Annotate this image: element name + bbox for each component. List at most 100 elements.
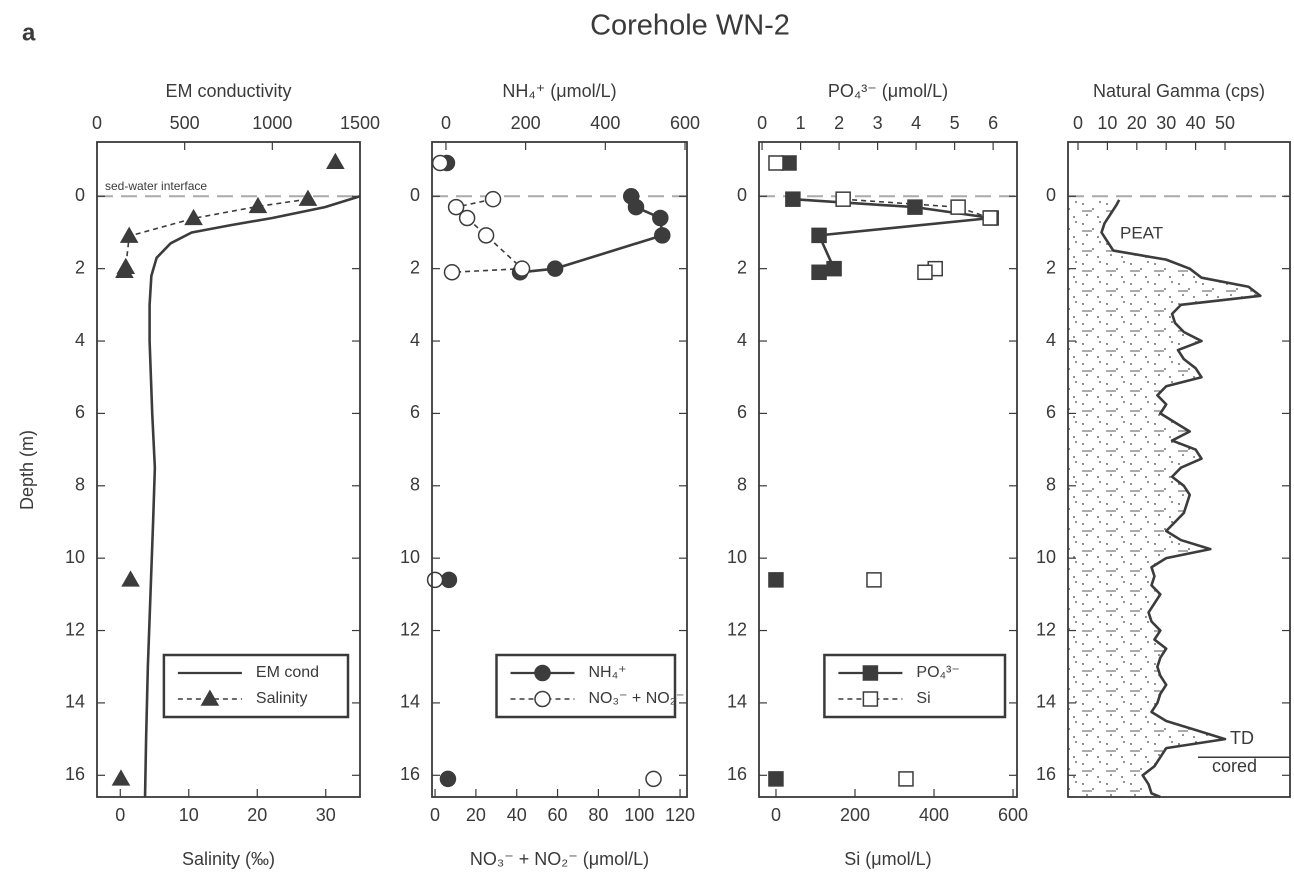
y-tick-label: 8 bbox=[75, 475, 85, 495]
marker bbox=[652, 209, 669, 227]
marker bbox=[184, 208, 203, 226]
x-axis-label: EM conductivity bbox=[165, 81, 291, 101]
x-tick-label: 0 bbox=[1073, 113, 1083, 133]
x2-tick-label: 200 bbox=[840, 805, 870, 825]
legend-label: PO₄³⁻ bbox=[916, 664, 959, 681]
marker bbox=[898, 771, 914, 787]
marker bbox=[627, 198, 645, 216]
marker bbox=[811, 264, 827, 281]
x-tick-label: 20 bbox=[1127, 113, 1147, 133]
marker bbox=[645, 770, 662, 788]
marker bbox=[458, 209, 476, 227]
y-tick-label: 0 bbox=[75, 185, 85, 205]
profile-line bbox=[1100, 199, 1262, 799]
plot-frame bbox=[96, 141, 361, 798]
x-tick-label: 200 bbox=[511, 113, 541, 133]
y-tick-label: 2 bbox=[410, 257, 420, 277]
y-tick-label: 12 bbox=[727, 619, 747, 639]
legend-marker bbox=[862, 665, 879, 681]
y-tick-label: 14 bbox=[65, 692, 85, 712]
legend-box bbox=[495, 653, 677, 719]
marker bbox=[811, 227, 827, 244]
x2-tick-label: 10 bbox=[179, 805, 199, 825]
y-tick-label: 2 bbox=[75, 257, 85, 277]
marker bbox=[785, 191, 801, 207]
x-tick-label: 4 bbox=[911, 113, 921, 133]
y-tick-label: 8 bbox=[1046, 475, 1056, 495]
y-tick-label: 8 bbox=[737, 475, 747, 495]
y-tick-label: 16 bbox=[400, 764, 420, 784]
y-tick-label: 6 bbox=[1046, 402, 1056, 422]
x-tick-label: 1000 bbox=[252, 113, 292, 133]
annotation: cored bbox=[1212, 756, 1257, 776]
x2-tick-label: 600 bbox=[998, 805, 1028, 825]
marker bbox=[440, 571, 458, 589]
y-tick-label: 4 bbox=[1046, 330, 1056, 350]
x-tick-label: 10 bbox=[1097, 113, 1117, 133]
x-axis-label: PO₄³⁻ (μmol/L) bbox=[828, 81, 948, 101]
x-tick-label: 500 bbox=[170, 113, 200, 133]
y-tick-label: 0 bbox=[1046, 185, 1056, 205]
legend-label: NH₄⁺ bbox=[589, 664, 627, 681]
y-tick-label: 6 bbox=[75, 402, 85, 422]
marker bbox=[326, 152, 345, 170]
legend-label: Si bbox=[916, 690, 930, 707]
x-axis-label: NH₄⁺ (μmol/L) bbox=[502, 81, 616, 101]
x2-tick-label: 100 bbox=[624, 805, 654, 825]
marker bbox=[121, 570, 140, 587]
y-tick-label: 10 bbox=[727, 547, 747, 567]
y-tick-label: 4 bbox=[737, 330, 747, 350]
marker bbox=[781, 155, 797, 171]
x2-axis-label: Salinity (‰) bbox=[182, 849, 275, 869]
x-tick-label: 3 bbox=[873, 113, 883, 133]
figure-title: Corehole WN-2 bbox=[590, 10, 790, 42]
x2-axis-label: NO₃⁻ + NO₂⁻ (μmol/L) bbox=[470, 849, 649, 869]
y-tick-label: 16 bbox=[727, 764, 747, 784]
x-tick-label: 0 bbox=[92, 113, 102, 133]
annotation: PEAT bbox=[1120, 223, 1163, 242]
y-tick-label: 10 bbox=[65, 547, 85, 567]
x2-tick-label: 20 bbox=[466, 805, 486, 825]
marker bbox=[907, 199, 923, 215]
x2-tick-label: 40 bbox=[507, 805, 527, 825]
legend-label: EM cond bbox=[256, 664, 319, 681]
x2-tick-label: 30 bbox=[316, 805, 336, 825]
marker bbox=[447, 198, 465, 216]
legend-marker bbox=[534, 664, 551, 682]
annotation: sed-water interface bbox=[105, 179, 207, 193]
x-tick-label: 600 bbox=[670, 113, 700, 133]
y-tick-label: 12 bbox=[1036, 619, 1056, 639]
x2-tick-label: 0 bbox=[771, 805, 781, 825]
x-tick-label: 6 bbox=[988, 113, 998, 133]
y-tick-label: 16 bbox=[65, 764, 85, 784]
legend-marker bbox=[200, 689, 220, 706]
y-tick-label: 10 bbox=[400, 547, 420, 567]
y-tick-label: 2 bbox=[737, 257, 747, 277]
panel-label: a bbox=[22, 19, 36, 46]
marker bbox=[484, 190, 502, 208]
x-tick-label: 400 bbox=[590, 113, 620, 133]
plot-frame bbox=[1067, 141, 1291, 798]
plot-frame bbox=[431, 141, 688, 798]
plot-frame bbox=[758, 141, 1018, 798]
marker bbox=[111, 769, 131, 786]
marker bbox=[119, 226, 139, 243]
marker bbox=[866, 572, 882, 588]
y-tick-label: 0 bbox=[737, 185, 747, 205]
y-tick-label: 14 bbox=[1036, 692, 1056, 712]
x2-tick-label: 20 bbox=[247, 805, 267, 825]
y-axis-label: Depth (m) bbox=[17, 430, 37, 510]
x2-tick-label: 60 bbox=[548, 805, 568, 825]
y-tick-label: 4 bbox=[75, 330, 85, 350]
profile-line bbox=[843, 198, 991, 219]
y-tick-label: 0 bbox=[410, 185, 420, 205]
marker bbox=[426, 571, 444, 589]
x-tick-label: 5 bbox=[950, 113, 960, 133]
x-axis-label: Natural Gamma (cps) bbox=[1093, 81, 1265, 101]
marker bbox=[950, 199, 966, 215]
legend-marker bbox=[862, 691, 879, 707]
x-tick-label: 0 bbox=[441, 113, 451, 133]
y-tick-label: 4 bbox=[410, 330, 420, 350]
marker bbox=[826, 260, 842, 277]
y-tick-label: 8 bbox=[410, 475, 420, 495]
